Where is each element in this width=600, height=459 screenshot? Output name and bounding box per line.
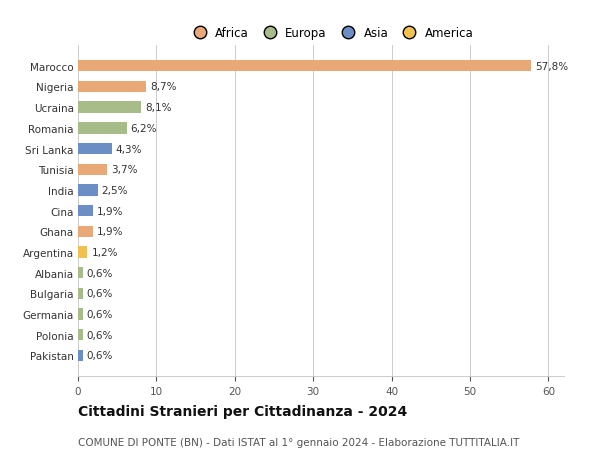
Bar <box>78 288 83 299</box>
Bar <box>78 226 93 237</box>
Text: 3,7%: 3,7% <box>111 165 137 175</box>
Bar <box>78 102 142 113</box>
Bar <box>78 61 531 72</box>
Text: 0,6%: 0,6% <box>86 309 113 319</box>
Text: COMUNE DI PONTE (BN) - Dati ISTAT al 1° gennaio 2024 - Elaborazione TUTTITALIA.I: COMUNE DI PONTE (BN) - Dati ISTAT al 1° … <box>78 437 520 447</box>
Bar <box>78 350 83 361</box>
Bar <box>78 123 127 134</box>
Text: 0,6%: 0,6% <box>86 268 113 278</box>
Text: 0,6%: 0,6% <box>86 330 113 340</box>
Text: 1,9%: 1,9% <box>97 227 124 237</box>
Text: 57,8%: 57,8% <box>535 62 568 72</box>
Legend: Africa, Europa, Asia, America: Africa, Europa, Asia, America <box>183 22 478 45</box>
Text: 0,6%: 0,6% <box>86 351 113 361</box>
Bar <box>78 268 83 279</box>
Bar <box>78 309 83 320</box>
Bar <box>78 164 107 175</box>
Bar <box>78 330 83 341</box>
Bar <box>78 82 146 93</box>
Text: 4,3%: 4,3% <box>116 144 142 154</box>
Text: 1,9%: 1,9% <box>97 206 124 216</box>
Text: Cittadini Stranieri per Cittadinanza - 2024: Cittadini Stranieri per Cittadinanza - 2… <box>78 404 407 419</box>
Bar <box>78 206 93 217</box>
Text: 8,7%: 8,7% <box>150 82 176 92</box>
Text: 1,2%: 1,2% <box>91 247 118 257</box>
Text: 2,5%: 2,5% <box>101 185 128 196</box>
Text: 0,6%: 0,6% <box>86 289 113 299</box>
Bar <box>78 144 112 155</box>
Bar <box>78 185 98 196</box>
Bar <box>78 247 88 258</box>
Text: 8,1%: 8,1% <box>145 103 172 113</box>
Text: 6,2%: 6,2% <box>131 123 157 134</box>
